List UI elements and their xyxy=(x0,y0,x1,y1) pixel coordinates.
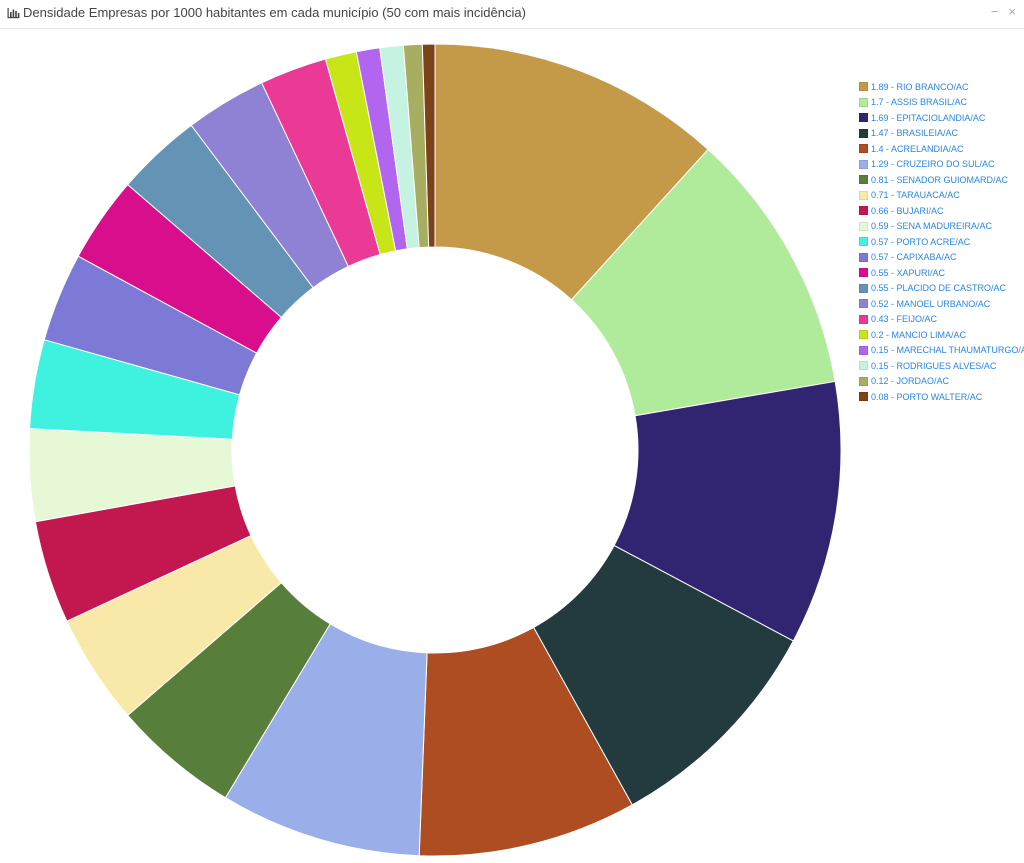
legend-item[interactable]: 0.59 - SENA MADUREIRA/AC xyxy=(859,219,1024,235)
legend-label: 1.47 - BRASILEIA/AC xyxy=(871,128,959,139)
legend-swatch xyxy=(859,128,868,138)
legend-swatch xyxy=(859,144,868,154)
legend-item[interactable]: 1.7 - ASSIS BRASIL/AC xyxy=(859,95,1024,111)
legend-label: 1.69 - EPITACIOLANDIA/AC xyxy=(871,112,986,123)
legend-label: 0.15 - RODRIGUES ALVES/AC xyxy=(871,360,997,371)
legend-swatch xyxy=(859,314,868,324)
pie-slice[interactable]: 1.7 - ASSIS BRASIL/AC xyxy=(570,148,836,417)
legend-label: 1.89 - RIO BRANCO/AC xyxy=(871,81,969,92)
legend-label: 0.15 - MARECHAL THAUMATURGO/AC xyxy=(871,345,1024,356)
legend-swatch xyxy=(859,345,868,355)
legend-swatch xyxy=(859,376,868,386)
legend-swatch xyxy=(859,299,868,309)
legend-swatch xyxy=(859,159,868,169)
legend-item[interactable]: 1.47 - BRASILEIA/AC xyxy=(859,126,1024,142)
legend-label: 0.57 - PORTO ACRE/AC xyxy=(871,236,971,247)
legend-item[interactable]: 0.57 - PORTO ACRE/AC xyxy=(859,234,1024,250)
donut-chart[interactable]: 1.89 - RIO BRANCO/AC1.7 - ASSIS BRASIL/A… xyxy=(0,30,860,863)
legend-swatch xyxy=(859,97,868,107)
legend-swatch xyxy=(859,361,868,371)
legend-item[interactable]: 0.71 - TARAUACA/AC xyxy=(859,188,1024,204)
legend-item[interactable]: 0.55 - XAPURI/AC xyxy=(859,265,1024,281)
legend-item[interactable]: 0.66 - BUJARI/AC xyxy=(859,203,1024,219)
legend-label: 0.81 - SENADOR GUIOMARD/AC xyxy=(871,174,1009,185)
pie-slice[interactable]: 1.89 - RIO BRANCO/AC xyxy=(434,43,709,301)
legend-swatch xyxy=(859,82,868,92)
legend-swatch xyxy=(859,392,868,402)
bar-chart-icon xyxy=(7,7,20,19)
legend-label: 0.43 - FEIJO/AC xyxy=(871,314,938,325)
legend-label: 0.55 - XAPURI/AC xyxy=(871,267,946,278)
legend-item[interactable]: 1.29 - CRUZEIRO DO SUL/AC xyxy=(859,157,1024,173)
legend-item[interactable]: 0.08 - PORTO WALTER/AC xyxy=(859,389,1024,405)
legend-label: 0.59 - SENA MADUREIRA/AC xyxy=(871,221,993,232)
legend-item[interactable]: 1.69 - EPITACIOLANDIA/AC xyxy=(859,110,1024,126)
chart-area: 1.89 - RIO BRANCO/AC 1.7 - ASSIS BRASIL/A… xyxy=(0,30,1024,863)
legend-swatch xyxy=(859,175,868,185)
chart-title: Densidade Empresas por 1000 habitantes e… xyxy=(7,5,526,20)
legend-label: 0.66 - BUJARI/AC xyxy=(871,205,944,216)
legend-swatch xyxy=(859,237,868,247)
legend-item[interactable]: 0.52 - MANOEL URBANO/AC xyxy=(859,296,1024,312)
legend-item[interactable]: 0.12 - JORDAO/AC xyxy=(859,374,1024,390)
legend-label: 0.71 - TARAUACA/AC xyxy=(871,190,960,201)
legend-label: 0.12 - JORDAO/AC xyxy=(871,376,950,387)
legend-label: 1.29 - CRUZEIRO DO SUL/AC xyxy=(871,159,995,170)
legend-label: 1.4 - ACRELANDIA/AC xyxy=(871,143,964,154)
panel-controls: − × xyxy=(991,4,1016,20)
legend-swatch xyxy=(859,190,868,200)
legend-swatch xyxy=(859,206,868,216)
legend-item[interactable]: 0.15 - RODRIGUES ALVES/AC xyxy=(859,358,1024,374)
legend-label: 0.55 - PLACIDO DE CASTRO/AC xyxy=(871,283,1007,294)
legend-item[interactable]: 0.2 - MANCIO LIMA/AC xyxy=(859,327,1024,343)
legend-label: 0.2 - MANCIO LIMA/AC xyxy=(871,329,967,340)
legend-label: 0.08 - PORTO WALTER/AC xyxy=(871,391,983,402)
legend-item[interactable]: 0.15 - MARECHAL THAUMATURGO/AC xyxy=(859,343,1024,359)
legend-label: 0.52 - MANOEL URBANO/AC xyxy=(871,298,991,309)
minimize-button[interactable]: − xyxy=(990,4,999,19)
legend-swatch xyxy=(859,252,868,262)
legend-item[interactable]: 1.89 - RIO BRANCO/AC xyxy=(859,79,1024,95)
legend-item[interactable]: 1.4 - ACRELANDIA/AC xyxy=(859,141,1024,157)
chart-legend: 1.89 - RIO BRANCO/AC 1.7 - ASSIS BRASIL/A… xyxy=(859,79,1024,405)
legend-item[interactable]: 0.55 - PLACIDO DE CASTRO/AC xyxy=(859,281,1024,297)
legend-swatch xyxy=(859,113,868,123)
legend-swatch xyxy=(859,268,868,278)
legend-label: 0.57 - CAPIXABA/AC xyxy=(871,252,957,263)
legend-swatch xyxy=(859,330,868,340)
chart-title-text: Densidade Empresas por 1000 habitantes e… xyxy=(23,5,526,20)
panel-header: Densidade Empresas por 1000 habitantes e… xyxy=(0,0,1024,29)
legend-swatch xyxy=(859,283,868,293)
legend-swatch xyxy=(859,221,868,231)
legend-item[interactable]: 0.43 - FEIJO/AC xyxy=(859,312,1024,328)
legend-item[interactable]: 0.81 - SENADOR GUIOMARD/AC xyxy=(859,172,1024,188)
pie-slice[interactable]: 0.08 - PORTO WALTER/AC xyxy=(421,43,436,248)
legend-label: 1.7 - ASSIS BRASIL/AC xyxy=(871,97,968,108)
close-button[interactable]: × xyxy=(1008,4,1016,19)
legend-item[interactable]: 0.57 - CAPIXABA/AC xyxy=(859,250,1024,266)
